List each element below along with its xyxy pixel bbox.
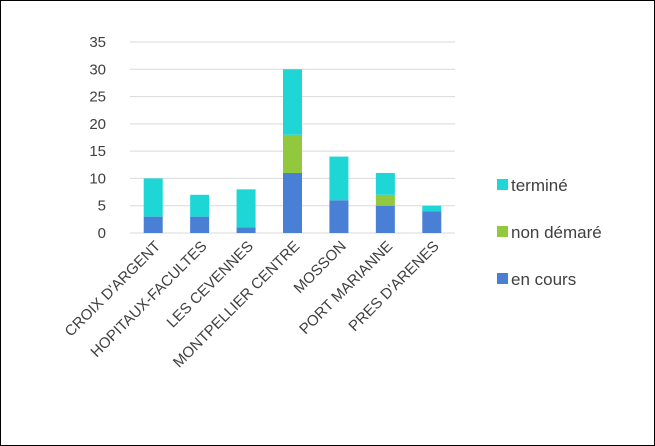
bar-terminé-5: [375, 172, 395, 195]
bar-en-cours-3: [283, 172, 302, 233]
bar-terminé-2: [236, 189, 256, 228]
bar-terminé-4: [329, 156, 349, 201]
legend-label: non démaré: [511, 223, 602, 242]
bar-non-démaré-3: [283, 134, 302, 173]
bar-terminé-3: [283, 69, 302, 135]
legend-label: en cours: [511, 270, 576, 289]
legend: terminé non démaré en cours: [497, 176, 602, 289]
y-tick-label: 35: [89, 34, 106, 51]
bar-terminé-0: [143, 178, 163, 217]
x-tick-label: LES CEVENNES: [164, 238, 257, 331]
y-axis-ticks: 0 5 10 15 20 25 30 35: [89, 34, 106, 242]
y-tick-label: 10: [89, 170, 106, 187]
bar-en-cours-4: [329, 200, 349, 233]
bar-en-cours-5: [375, 205, 395, 233]
legend-swatch: [497, 179, 508, 190]
y-tick-label: 30: [89, 61, 106, 78]
legend-swatch: [497, 273, 508, 284]
bar-en-cours-1: [190, 216, 210, 233]
bar-en-cours-6: [422, 211, 442, 233]
bar-en-cours-2: [236, 227, 256, 233]
bar-terminé-1: [190, 194, 210, 217]
bar-non-démaré-5: [375, 194, 395, 206]
bars: [143, 69, 442, 233]
legend-label: terminé: [511, 176, 568, 195]
y-tick-label: 5: [98, 198, 106, 215]
x-tick-label: PRES D'ARENES: [345, 238, 442, 335]
y-tick-label: 0: [98, 225, 106, 242]
bar-en-cours-0: [143, 216, 163, 233]
y-tick-label: 20: [89, 116, 106, 133]
y-tick-label: 25: [89, 89, 106, 106]
bar-terminé-6: [422, 205, 442, 212]
legend-swatch: [497, 226, 508, 237]
y-tick-label: 15: [89, 143, 106, 160]
